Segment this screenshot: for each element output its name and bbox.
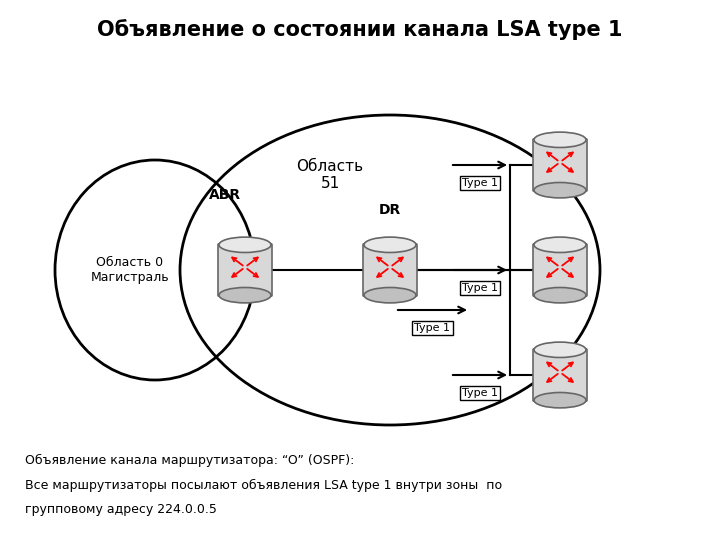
FancyBboxPatch shape [218, 244, 272, 296]
Text: Type 1: Type 1 [462, 388, 498, 398]
FancyBboxPatch shape [533, 139, 587, 191]
Ellipse shape [534, 342, 586, 357]
Text: Объявление канала маршрутизатора: “O” (OSPF):: Объявление канала маршрутизатора: “O” (O… [25, 454, 354, 467]
Ellipse shape [534, 183, 586, 198]
FancyBboxPatch shape [533, 349, 587, 401]
Ellipse shape [534, 132, 586, 147]
Text: Объявление о состоянии канала LSA type 1: Объявление о состоянии канала LSA type 1 [97, 19, 623, 40]
FancyBboxPatch shape [533, 244, 587, 296]
Text: Type 1: Type 1 [462, 283, 498, 293]
Text: групповому адресу 224.0.0.5: групповому адресу 224.0.0.5 [25, 503, 217, 516]
Text: Type 1: Type 1 [415, 323, 451, 333]
Text: Type 1: Type 1 [462, 178, 498, 188]
Ellipse shape [534, 287, 586, 303]
Text: Область 0
Магистраль: Область 0 Магистраль [91, 256, 169, 284]
Ellipse shape [534, 237, 586, 253]
Text: ABR: ABR [209, 188, 241, 202]
Text: Все маршрутизаторы посылают объявления LSA type 1 внутри зоны  по: Все маршрутизаторы посылают объявления L… [25, 478, 502, 491]
Ellipse shape [219, 287, 271, 303]
Ellipse shape [364, 237, 416, 253]
Text: DR: DR [379, 203, 401, 217]
Ellipse shape [219, 237, 271, 253]
FancyBboxPatch shape [363, 244, 417, 296]
Ellipse shape [534, 393, 586, 408]
Ellipse shape [364, 287, 416, 303]
Text: Область
51: Область 51 [297, 159, 364, 191]
